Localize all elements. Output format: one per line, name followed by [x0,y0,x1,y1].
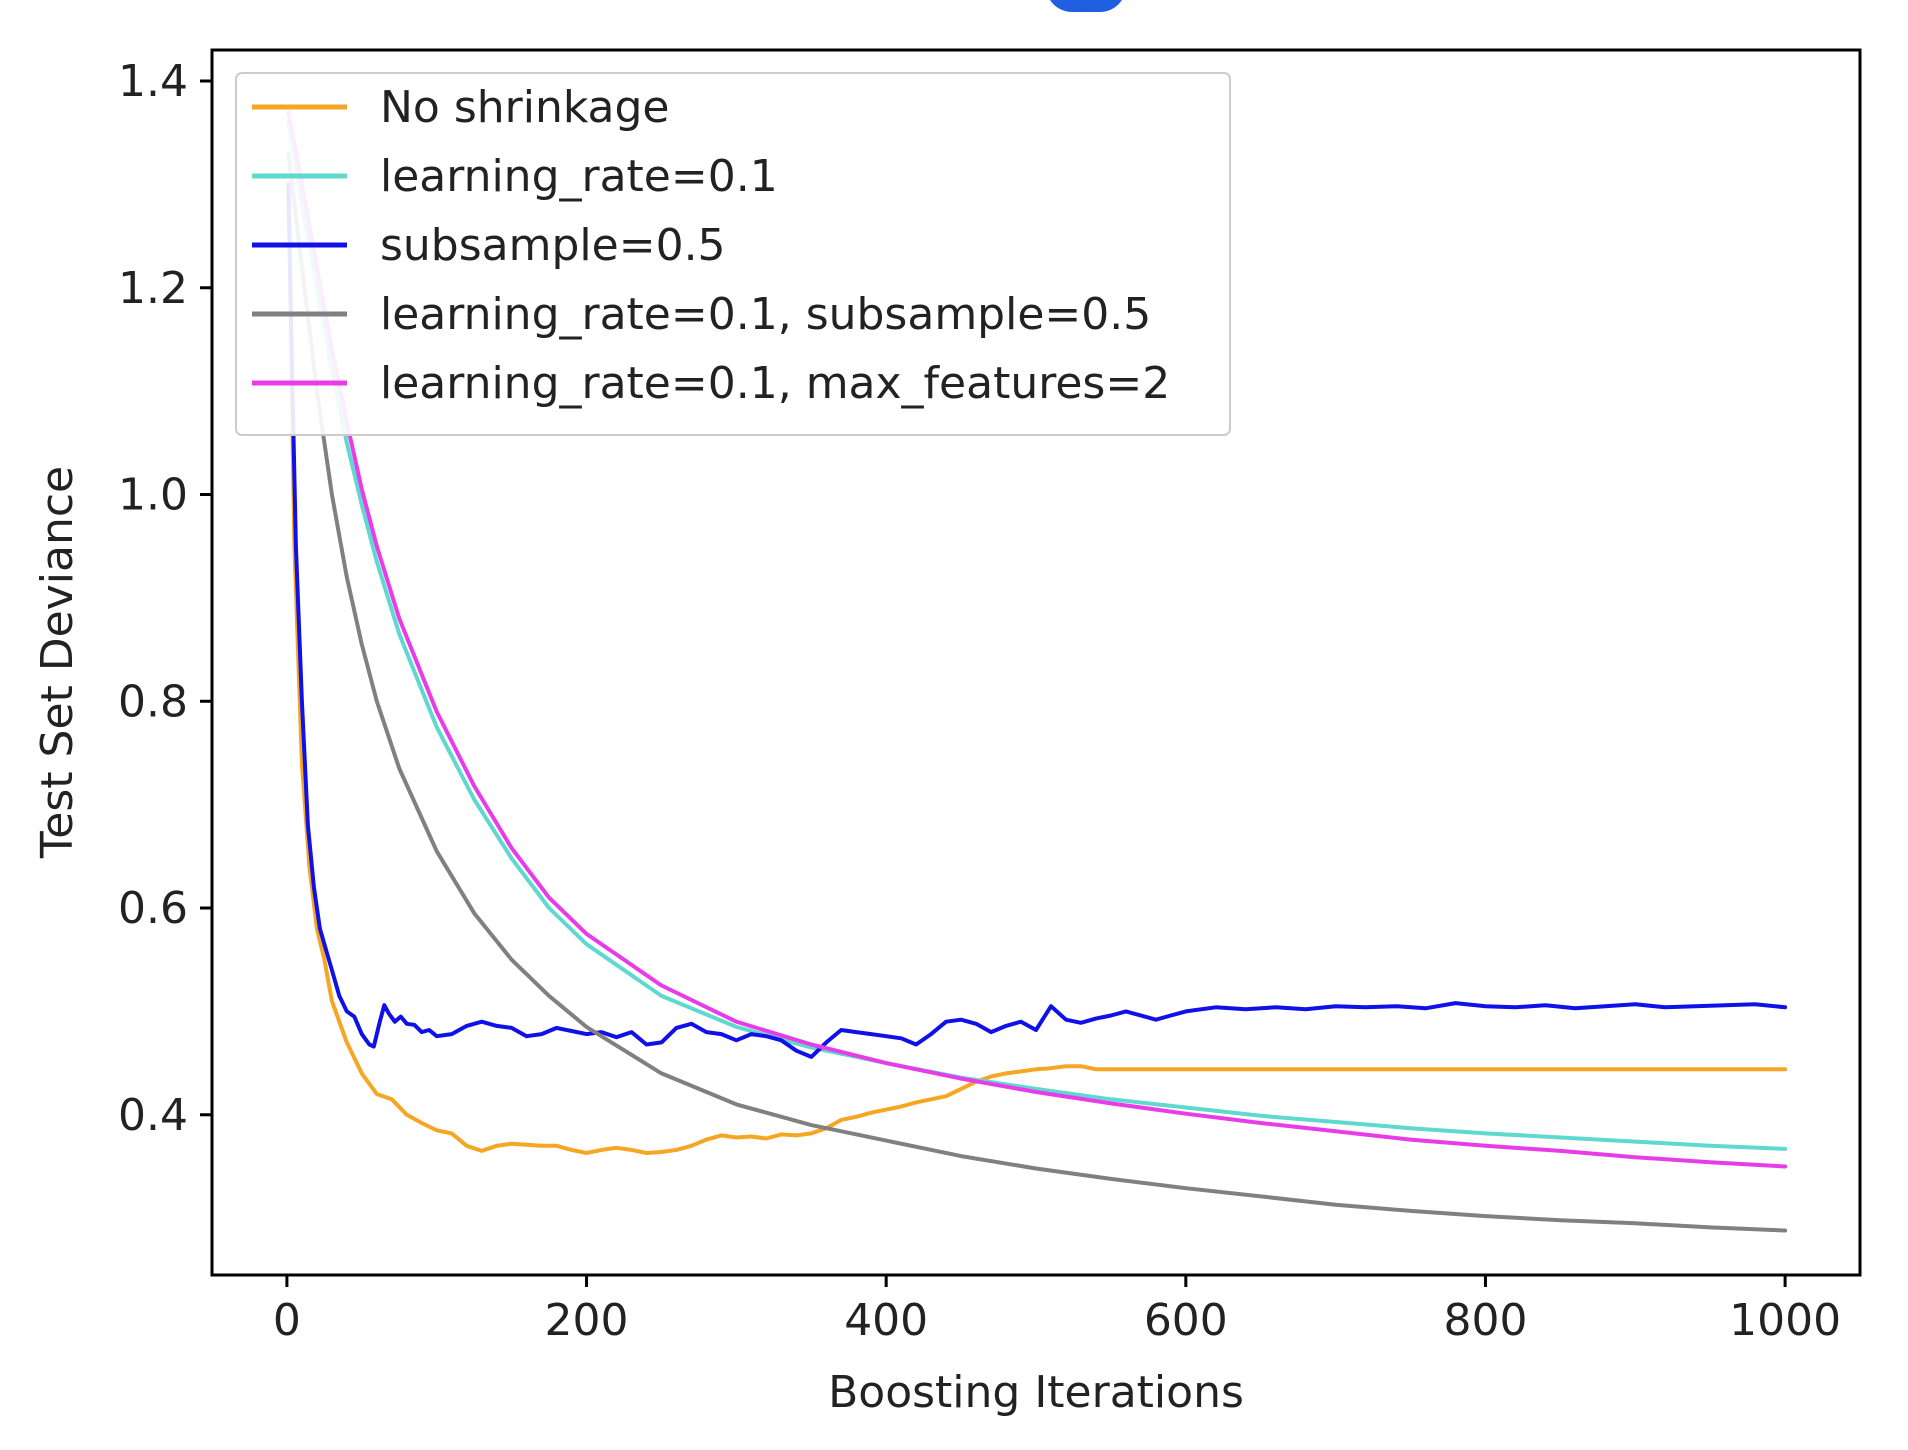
y-axis: 0.4 0.6 0.8 1.0 1.2 1.4 [118,56,212,1141]
legend-box [235,72,1231,436]
y-axis-label: Test Set Deviance [32,466,83,859]
y-tick-label: 0.6 [118,883,188,934]
series-line-1 [286,182,1788,1155]
y-tick-label: 0.8 [118,676,188,727]
y-tick-label: 0.4 [118,1090,188,1141]
legend: No shrinkage learning_rate=0.1 subsample=0… [235,72,1231,436]
series-line-2 [286,120,1788,1151]
y-tick-label: 1.2 [118,263,188,314]
legend-label: subsample=0.5 [380,220,726,271]
x-tick-label: 400 [844,1295,928,1346]
legend-label: learning_rate=0.1 [380,151,778,202]
x-axis: 0 200 400 600 800 1000 [273,1275,1841,1346]
x-tick-label: 200 [545,1295,629,1346]
x-tick-label: 600 [1144,1295,1228,1346]
legend-label: No shrinkage [380,82,670,133]
legend-label: learning_rate=0.1, subsample=0.5 [380,289,1151,340]
plot-frame [210,48,1862,1277]
legend-label: learning_rate=0.1, max_features=2 [380,358,1170,409]
x-tick-label: 800 [1443,1295,1527,1346]
x-axis-label: Boosting Iterations [828,1367,1244,1418]
x-tick-label: 0 [273,1295,301,1346]
x-tick-label: 1000 [1729,1295,1841,1346]
series-line-4 [286,151,1788,1233]
app-badge-icon [1046,0,1126,12]
series-line-5 [286,110,1788,1169]
series-line-3 [286,182,1788,1059]
series-lines [286,110,1788,1233]
y-tick-label: 1.4 [118,56,188,107]
y-tick-label: 1.0 [118,470,188,521]
